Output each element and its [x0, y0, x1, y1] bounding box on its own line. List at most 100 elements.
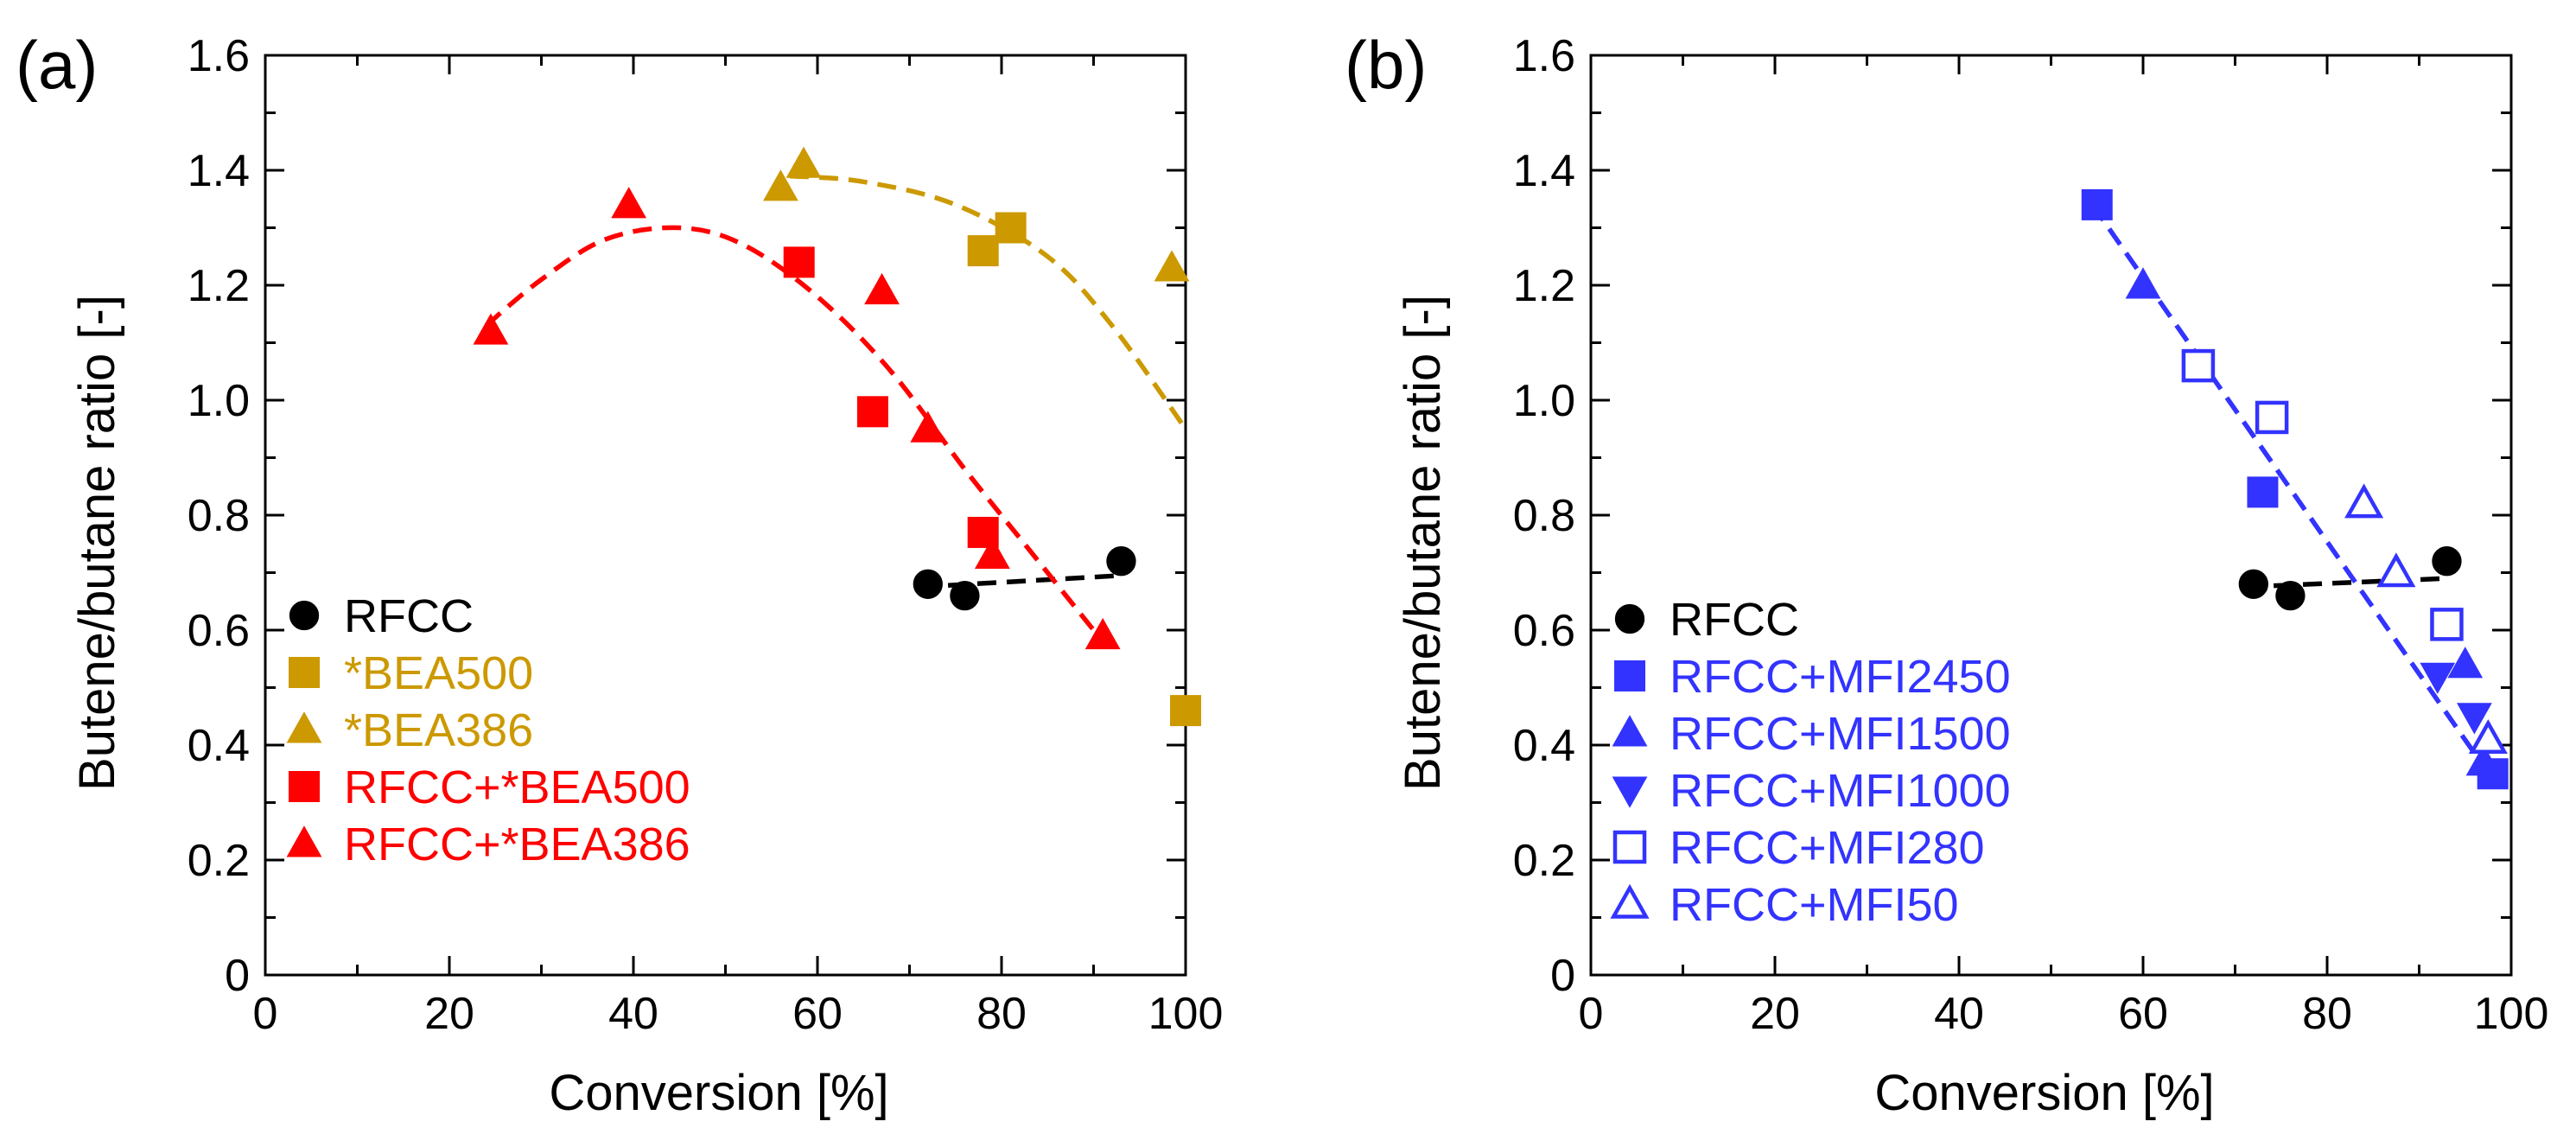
legend-marker-rfcc-bea386 — [286, 825, 322, 857]
legend-marker-rfcc-mfi280 — [1612, 830, 1647, 864]
y-tick-label: 1.0 — [188, 376, 250, 426]
legend-marker-rfcc-bea500 — [289, 771, 320, 802]
y-tick-label: 1.0 — [1513, 376, 1575, 426]
trend-line-bea — [789, 173, 1188, 430]
data-point-rfcc — [1106, 546, 1136, 577]
data-point-rfcc-mfi280 — [2181, 348, 2216, 383]
y-tick-label: 0.6 — [188, 606, 250, 656]
data-point-rfcc — [913, 569, 943, 599]
data-point-rfcc-mfi1500 — [2125, 267, 2161, 299]
data-point-rfcc-mfi1000 — [2420, 662, 2456, 694]
legend-marker-rfcc-mfi50 — [1610, 883, 1650, 919]
x-tick-label: 0 — [1579, 989, 1604, 1039]
y-tick-label: 0.6 — [1513, 606, 1575, 656]
legend-label-rfcc-mfi50: RFCC+MFI50 — [1670, 879, 1959, 931]
x-tick-label: 100 — [1148, 989, 1224, 1039]
x-tick-label: 60 — [792, 989, 843, 1039]
x-tick-label: 100 — [2474, 989, 2549, 1039]
trend-lines — [484, 173, 1188, 644]
legend-label-rfcc-mfi280: RFCC+MFI280 — [1670, 822, 1985, 874]
legend-marker-bea500 — [289, 657, 320, 688]
y-axis-title: Butene/butane ratio [-] — [69, 295, 125, 791]
legend-label-bea386: *BEA386 — [344, 704, 533, 756]
x-ticks: 0 20 40 60 80 100 — [1579, 55, 2549, 1039]
data-point-rfcc-bea386 — [974, 537, 1010, 569]
x-tick-label: 80 — [2302, 989, 2352, 1039]
data-point-bea500 — [995, 212, 1027, 244]
legend-marker-rfcc-mfi2450 — [1614, 660, 1645, 691]
trend-line-rfcc — [2244, 576, 2447, 589]
legend-label-rfcc: RFCC — [344, 590, 474, 642]
y-tick-label: 1.4 — [1513, 146, 1575, 196]
data-point-rfcc — [2275, 580, 2306, 611]
data-point-rfcc — [2432, 546, 2462, 577]
x-axis-title: Conversion [%] — [549, 1065, 888, 1121]
legend-label-rfcc-bea386: RFCC+*BEA386 — [344, 819, 690, 870]
legend-marker-rfcc-mfi1500 — [1612, 715, 1648, 747]
x-tick-label: 60 — [2118, 989, 2168, 1039]
y-axis-title: Butene/butane ratio [-] — [1395, 295, 1451, 791]
data-point-bea386 — [762, 169, 798, 201]
legend-label-rfcc-mfi1500: RFCC+MFI1500 — [1670, 708, 2011, 760]
data-point-rfcc-bea500 — [783, 246, 815, 278]
y-tick-label: 1.6 — [188, 31, 250, 81]
x-tick-label: 80 — [976, 989, 1027, 1039]
data-point-rfcc-bea386 — [864, 272, 900, 305]
data-point-bea500 — [1170, 695, 1201, 727]
legend-label-bea500: *BEA500 — [344, 647, 533, 699]
x-tick-label: 20 — [1750, 989, 1800, 1039]
legend-marker-rfcc — [1614, 603, 1645, 634]
data-point-bea386 — [1154, 250, 1190, 282]
legend-label-rfcc-bea500: RFCC+*BEA500 — [344, 761, 690, 813]
y-tick-label: 1.2 — [188, 261, 250, 311]
data-point-rfcc-mfi2450 — [2081, 188, 2113, 220]
data-point-rfcc — [950, 580, 980, 611]
panel-label: (b) — [1345, 27, 1427, 103]
x-tick-label: 0 — [253, 989, 278, 1039]
y-tick-label: 0.4 — [188, 721, 250, 771]
legend-label-rfcc-mfi2450: RFCC+MFI2450 — [1670, 651, 2011, 703]
data-markers — [473, 146, 1201, 727]
y-tick-label: 0.8 — [1513, 491, 1575, 541]
legend-label-rfcc: RFCC — [1670, 594, 1799, 646]
legend-marker-rfcc — [289, 600, 320, 631]
data-point-rfcc-bea386 — [473, 313, 509, 345]
legend: RFCCRFCC+MFI2450RFCC+MFI1500RFCC+MFI1000… — [1610, 594, 2011, 931]
data-point-rfcc-bea386 — [611, 187, 647, 219]
x-tick-label: 40 — [608, 989, 658, 1039]
y-tick-label: 0.2 — [188, 836, 250, 886]
data-point-rfcc-bea386 — [1084, 617, 1121, 650]
data-point-rfcc-mfi280 — [2430, 608, 2464, 641]
y-tick-label: 0.8 — [188, 491, 250, 541]
y-tick-label: 1.4 — [188, 146, 250, 196]
data-point-bea500 — [967, 235, 999, 267]
x-tick-label: 20 — [424, 989, 474, 1039]
data-markers — [2081, 188, 2509, 790]
y-ticks: 0 0.2 0.4 0.6 0.8 1.0 1.2 1.4 1.6 — [1513, 31, 2511, 1001]
data-point-rfcc-mfi50 — [2344, 483, 2384, 519]
data-point-rfcc-mfi1500 — [2465, 744, 2502, 776]
panel-b: (b) Conversion [%] Butene/butane ratio [… — [1345, 27, 2548, 1121]
y-tick-label: 0 — [1550, 951, 1575, 1001]
legend-label-rfcc-mfi1000: RFCC+MFI1000 — [1670, 765, 2011, 817]
x-ticks: 0 20 40 60 80 100 — [253, 55, 1224, 1039]
trend-line-rfcc-bea — [484, 225, 1105, 644]
legend-marker-bea386 — [286, 711, 322, 743]
trend-line-rfcc-mfi — [2090, 203, 2495, 781]
y-tick-label: 0 — [225, 951, 250, 1001]
y-tick-label: 1.2 — [1513, 261, 1575, 311]
data-point-bea386 — [786, 146, 822, 178]
data-point-rfcc — [2238, 569, 2268, 599]
x-tick-label: 40 — [1934, 989, 1984, 1039]
legend-marker-rfcc-mfi1000 — [1612, 776, 1648, 808]
data-point-rfcc-mfi2450 — [2247, 476, 2279, 508]
data-point-rfcc-bea386 — [910, 411, 946, 443]
x-axis-title: Conversion [%] — [1874, 1065, 2214, 1121]
panel-a: (a) Conversion [%] Butene/butane ratio [… — [16, 27, 1223, 1121]
data-point-rfcc-mfi50 — [2376, 552, 2416, 588]
y-ticks: 0 0.2 0.4 0.6 0.8 1.0 1.2 1.4 1.6 — [188, 31, 1186, 1001]
y-tick-label: 0.4 — [1513, 721, 1575, 771]
data-point-rfcc-mfi50 — [2468, 719, 2508, 755]
